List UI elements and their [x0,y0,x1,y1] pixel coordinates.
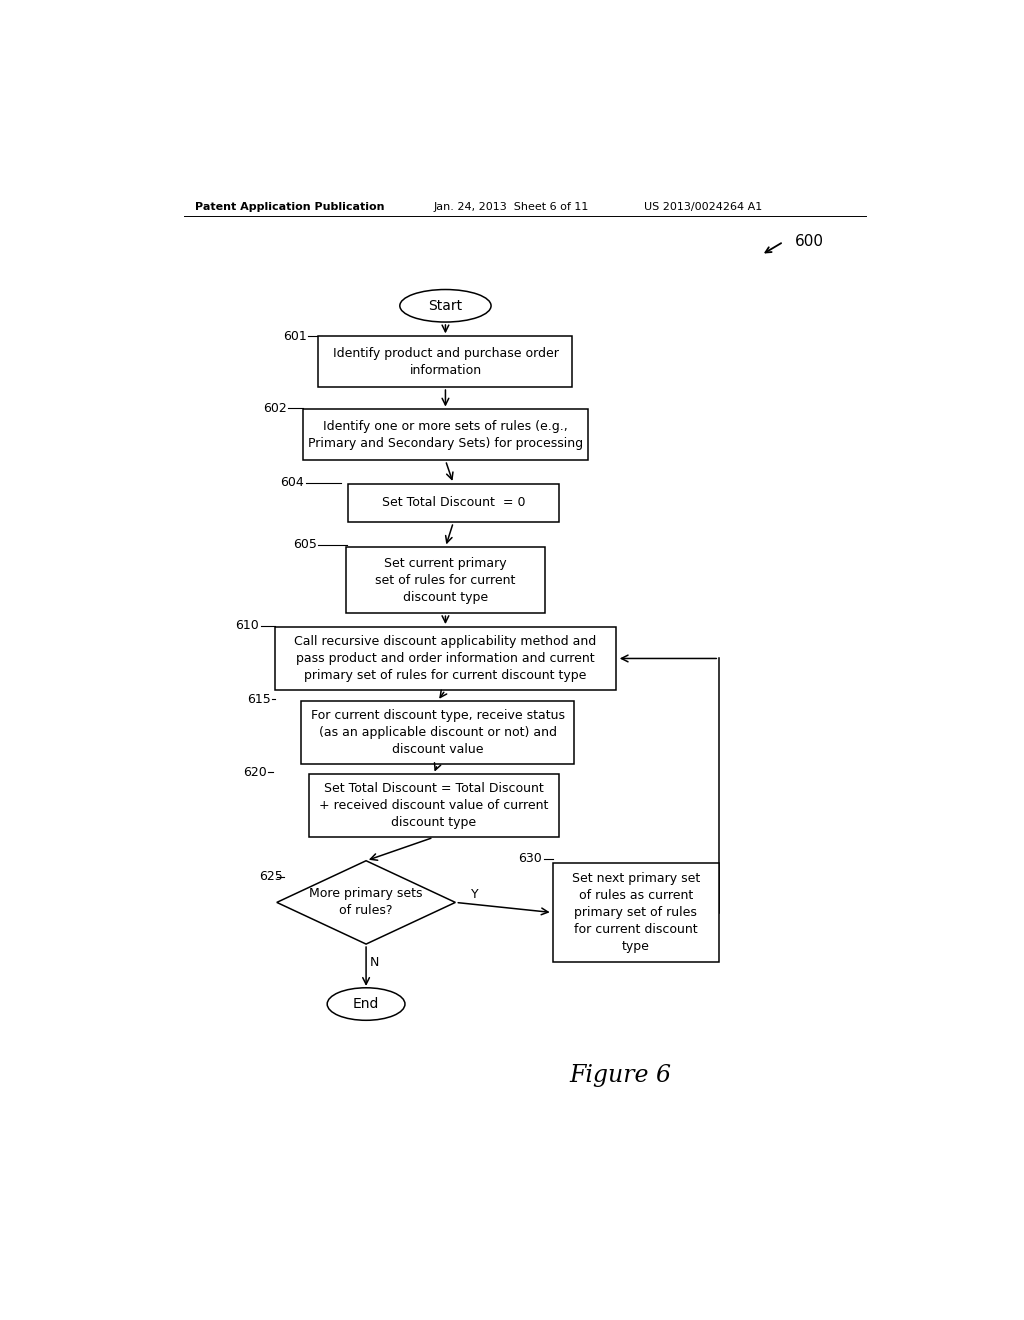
Text: 630: 630 [518,853,543,865]
Text: Set next primary set
of rules as current
primary set of rules
for current discou: Set next primary set of rules as current… [571,873,700,953]
Text: Y: Y [471,888,479,900]
Text: 605: 605 [293,539,316,552]
Text: Patent Application Publication: Patent Application Publication [196,202,385,213]
FancyBboxPatch shape [274,627,616,690]
Text: 604: 604 [281,477,304,490]
Text: Set Total Discount = Total Discount
+ received discount value of current
discoun: Set Total Discount = Total Discount + re… [318,783,548,829]
Text: N: N [370,956,379,969]
Text: US 2013/0024264 A1: US 2013/0024264 A1 [644,202,762,213]
Ellipse shape [328,987,404,1020]
FancyBboxPatch shape [346,548,545,614]
FancyBboxPatch shape [301,701,574,764]
Text: For current discount type, receive status
(as an applicable discount or not) and: For current discount type, receive statu… [310,709,564,756]
Polygon shape [276,861,456,944]
FancyBboxPatch shape [348,483,558,523]
Text: Set Total Discount  = 0: Set Total Discount = 0 [382,496,525,510]
Text: 610: 610 [236,619,259,632]
FancyBboxPatch shape [553,863,719,962]
FancyBboxPatch shape [308,775,558,837]
Text: 600: 600 [795,234,823,249]
Text: Identify one or more sets of rules (e.g.,
Primary and Secondary Sets) for proces: Identify one or more sets of rules (e.g.… [308,420,583,450]
FancyBboxPatch shape [303,409,588,461]
Text: 625: 625 [259,870,283,883]
Text: Figure 6: Figure 6 [569,1064,671,1086]
Text: 620: 620 [243,766,267,779]
Text: More primary sets
of rules?: More primary sets of rules? [309,887,423,917]
Text: Set current primary
set of rules for current
discount type: Set current primary set of rules for cur… [375,557,516,603]
Text: 602: 602 [263,401,287,414]
FancyBboxPatch shape [318,337,572,387]
Text: 615: 615 [247,693,270,706]
Text: Jan. 24, 2013  Sheet 6 of 11: Jan. 24, 2013 Sheet 6 of 11 [433,202,589,213]
Text: Start: Start [428,298,463,313]
Text: Identify product and purchase order
information: Identify product and purchase order info… [333,347,558,376]
Text: End: End [353,997,379,1011]
Text: 601: 601 [283,330,306,343]
Text: Call recursive discount applicability method and
pass product and order informat: Call recursive discount applicability me… [294,635,597,682]
Ellipse shape [399,289,492,322]
